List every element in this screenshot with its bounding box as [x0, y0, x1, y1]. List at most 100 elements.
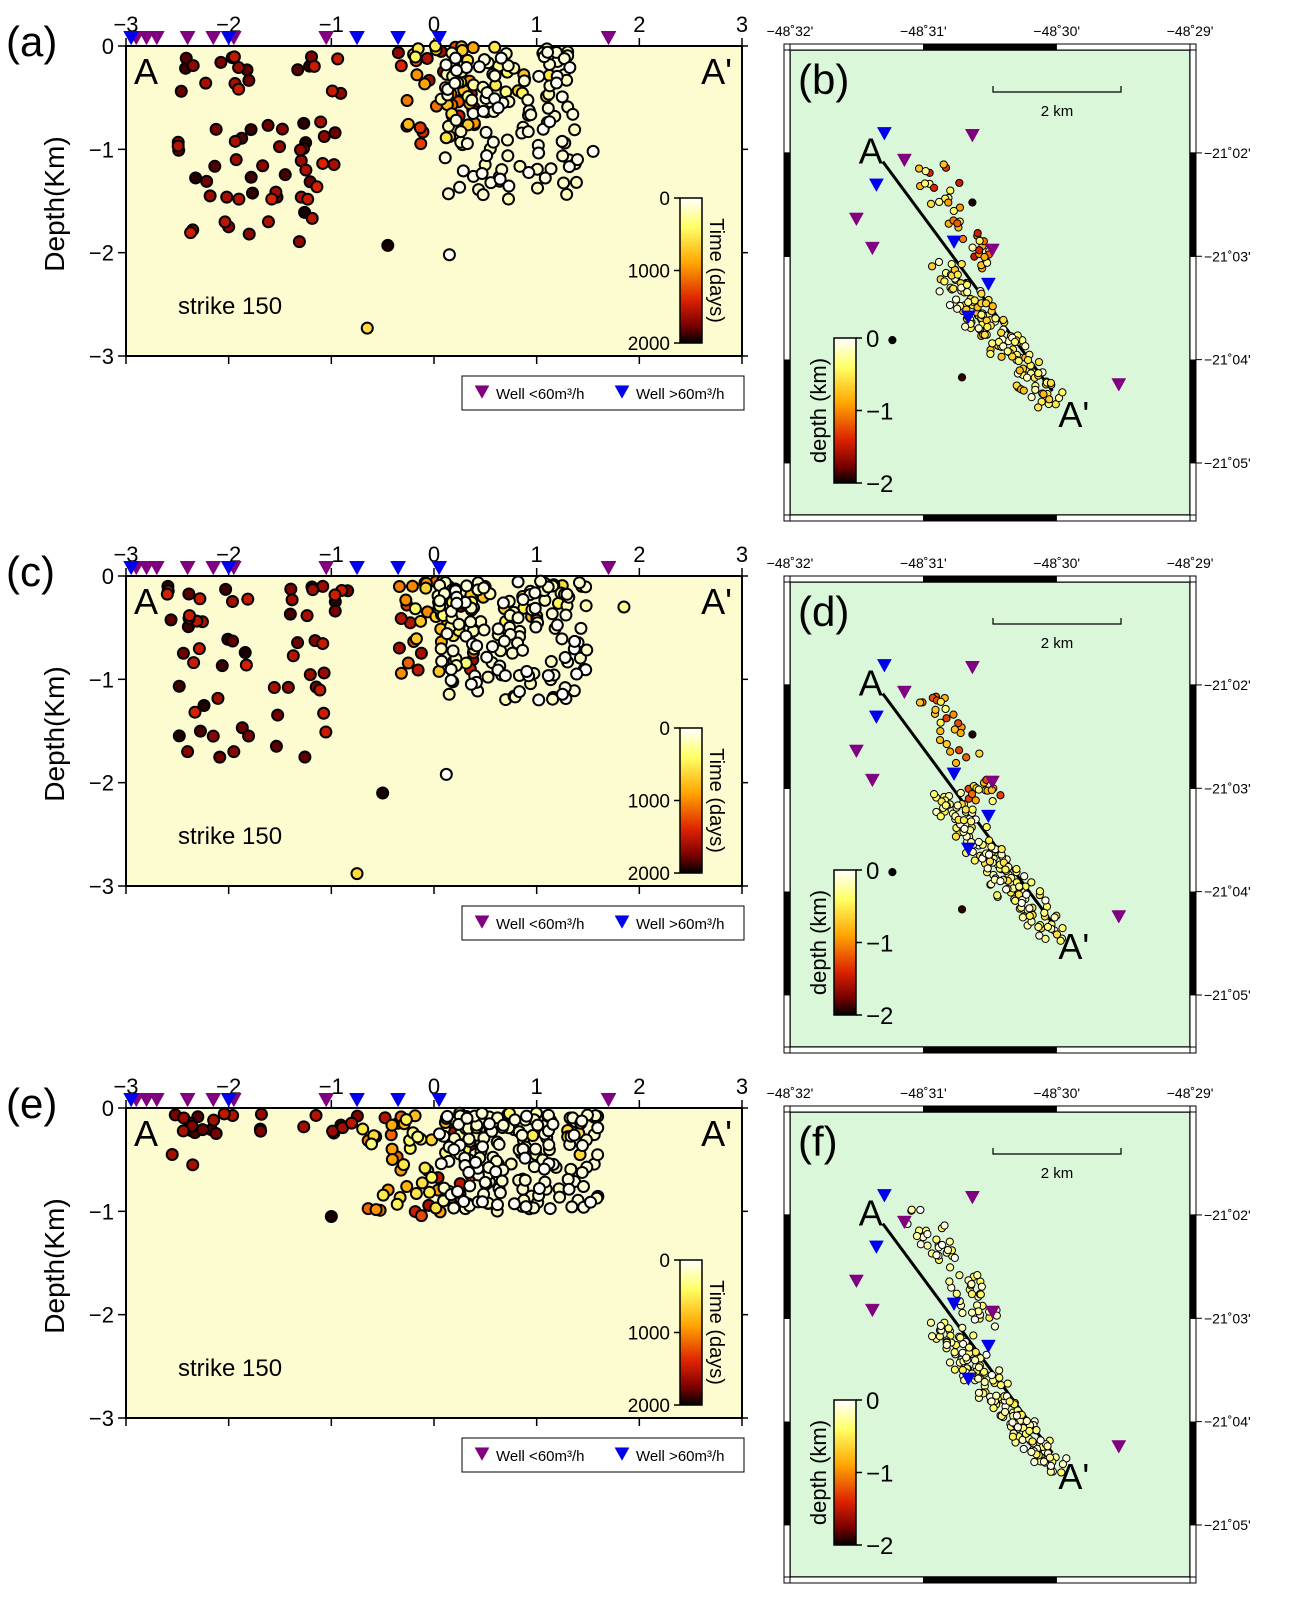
event-point — [1001, 865, 1010, 874]
event-point — [1035, 931, 1044, 940]
colorbar-tick-label: 1000 — [628, 792, 670, 813]
event-point — [559, 608, 573, 622]
colorbar-tick-label: 0 — [866, 326, 879, 353]
event-point — [555, 687, 569, 701]
event-point — [422, 1185, 436, 1199]
event-point — [569, 175, 583, 189]
event-point — [1045, 395, 1054, 404]
event-point — [447, 1201, 461, 1215]
frame-segment — [1189, 1317, 1197, 1423]
event-point — [284, 582, 298, 596]
event-point — [991, 314, 1000, 323]
event-point — [973, 1271, 982, 1280]
frame-segment — [789, 43, 925, 51]
event-point — [410, 68, 424, 82]
event-point — [546, 1117, 560, 1131]
lon-tick-label: −48˚30' — [1033, 23, 1080, 39]
frame-segment — [783, 787, 791, 893]
event-point — [275, 122, 289, 136]
frame-segment — [789, 1105, 925, 1113]
frame-segment — [1189, 49, 1197, 154]
well-low-marker — [600, 561, 617, 576]
event-point — [971, 1347, 980, 1357]
y-tick-label: −3 — [89, 344, 114, 369]
event-point — [945, 300, 955, 310]
event-point — [444, 662, 458, 676]
x-tick-label: 3 — [736, 12, 748, 37]
event-point — [988, 797, 997, 806]
event-point — [926, 1318, 936, 1327]
event-point — [494, 51, 508, 65]
event-point — [457, 1195, 471, 1209]
event-point — [409, 632, 423, 646]
x-tick-label: 3 — [736, 1074, 748, 1099]
event-point — [992, 1391, 1001, 1400]
frame-segment — [1189, 684, 1197, 789]
event-point — [958, 1366, 967, 1375]
well-low-marker — [318, 1093, 335, 1108]
event-point — [984, 850, 994, 859]
event-point — [950, 1365, 960, 1374]
frame-segment — [783, 1524, 791, 1578]
lat-tick-label: −21˚05' — [1204, 987, 1251, 1003]
frame-segment — [1189, 1524, 1197, 1578]
event-point — [414, 614, 428, 628]
event-point — [936, 726, 945, 736]
event-point — [281, 680, 295, 694]
scale-bar — [992, 1148, 1122, 1155]
depth-colorbar — [833, 1399, 857, 1546]
event-point — [921, 167, 930, 176]
event-point — [550, 618, 564, 632]
event-point — [486, 135, 500, 149]
event-point — [927, 1332, 937, 1341]
event-point — [482, 1117, 496, 1131]
event-point — [261, 118, 275, 132]
frame-segment — [783, 994, 791, 1048]
event-point — [496, 596, 510, 610]
frame-segment — [1189, 359, 1197, 464]
y-tick-label: 0 — [102, 1096, 114, 1121]
event-point — [242, 227, 256, 241]
strike-annotation: strike 150 — [178, 823, 282, 850]
event-point — [309, 1108, 323, 1122]
event-point — [586, 144, 600, 158]
event-point — [385, 1153, 399, 1167]
event-point — [1052, 930, 1062, 939]
event-point — [974, 785, 983, 794]
event-point — [400, 94, 414, 108]
event-point — [176, 1124, 190, 1138]
event-point — [996, 1380, 1006, 1390]
lon-tick-label: −48˚31' — [900, 23, 947, 39]
scale-bar-label: 2 km — [1041, 1165, 1074, 1182]
event-point — [531, 1118, 545, 1132]
well-high-marker — [123, 1093, 140, 1108]
event-point — [949, 206, 958, 216]
event-point — [522, 166, 536, 180]
event-point — [345, 1116, 359, 1130]
event-point — [888, 336, 897, 345]
event-point — [1015, 882, 1024, 891]
event-point — [214, 55, 228, 69]
profile-end-label: A' — [701, 581, 732, 622]
map-panel-1: −48˚32' −48˚31' −48˚30' −48˚29' −21˚02' −21˚0… — [767, 555, 1251, 1054]
event-point — [1058, 924, 1067, 933]
event-point — [572, 576, 586, 590]
frame-segment — [923, 1576, 1057, 1584]
event-point — [385, 1118, 399, 1132]
x-tick-label: 3 — [736, 542, 748, 567]
event-point — [965, 1343, 974, 1352]
event-point — [193, 724, 207, 738]
event-point — [532, 69, 546, 83]
legend-well-high-icon — [614, 915, 630, 929]
event-point — [305, 211, 319, 225]
profile-end-label: A' — [1058, 926, 1089, 967]
event-point — [254, 1107, 268, 1121]
event-point — [944, 198, 953, 207]
event-point — [550, 76, 564, 90]
lon-tick-label: −48˚31' — [900, 555, 947, 571]
event-point — [301, 192, 315, 206]
colorbar-tick-label: 0 — [659, 719, 670, 740]
event-point — [959, 816, 969, 825]
y-axis-label: Depth(Km) — [39, 666, 70, 801]
event-point — [242, 73, 256, 87]
